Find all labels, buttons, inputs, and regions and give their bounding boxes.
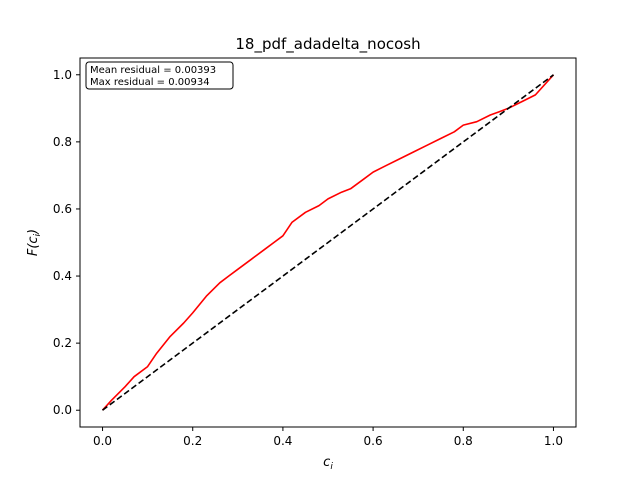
y-ticks: 0.0 0.2 0.4 0.6 0.8 1.0 [53,68,80,417]
x-tick-label: 0.8 [454,434,473,448]
plot-marks [101,74,555,411]
y-axis-label: F(ci) [26,229,43,256]
x-tick-label: 0.6 [364,434,383,448]
y-tick-label: 0.6 [53,202,72,216]
y-tick-label: 1.0 [53,68,72,82]
y-axis-label-sub: i [33,233,43,236]
max-residual-text: Max residual = 0.00934 [90,77,210,88]
annotation-box [85,61,234,90]
x-axis-label: ci [323,455,333,472]
cdf-line [101,74,555,411]
y-tick-label: 0.4 [53,269,72,283]
axes-frame [79,57,577,428]
y-tick-label: 0.0 [53,403,72,417]
residual-annotation: Mean residual = 0.00393 Max residual = 0… [85,61,234,90]
y-tick-label: 0.8 [53,135,72,149]
reference-diagonal-line [102,74,554,411]
x-tick-label: 1.0 [544,434,563,448]
y-axis-label-prefix: F(c [26,236,41,256]
x-ticks: 0.0 0.2 0.4 0.6 0.8 1.0 [93,427,563,448]
x-tick-label: 0.4 [273,434,292,448]
x-tick-label: 0.0 [93,434,112,448]
y-tick-label: 0.2 [53,336,72,350]
x-axis-label-sub: i [330,462,333,472]
y-axis-label-suffix: ) [26,229,41,235]
chart-title: 18_pdf_adadelta_nocosh [235,35,420,54]
mean-residual-text: Mean residual = 0.00393 [90,65,216,76]
x-axis-label-main: c [323,455,330,470]
x-tick-label: 0.2 [183,434,202,448]
